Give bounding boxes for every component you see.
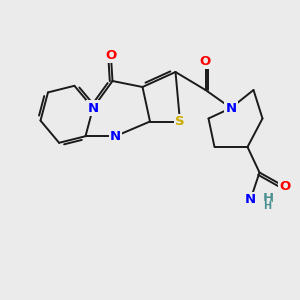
Text: O: O xyxy=(279,179,291,193)
Text: O: O xyxy=(200,55,211,68)
Text: H: H xyxy=(263,201,271,211)
Text: H: H xyxy=(263,191,274,205)
Text: N: N xyxy=(87,101,99,115)
Text: N: N xyxy=(245,193,256,206)
Text: S: S xyxy=(175,115,185,128)
Text: N: N xyxy=(110,130,121,143)
Text: O: O xyxy=(105,49,117,62)
Text: N: N xyxy=(225,101,237,115)
